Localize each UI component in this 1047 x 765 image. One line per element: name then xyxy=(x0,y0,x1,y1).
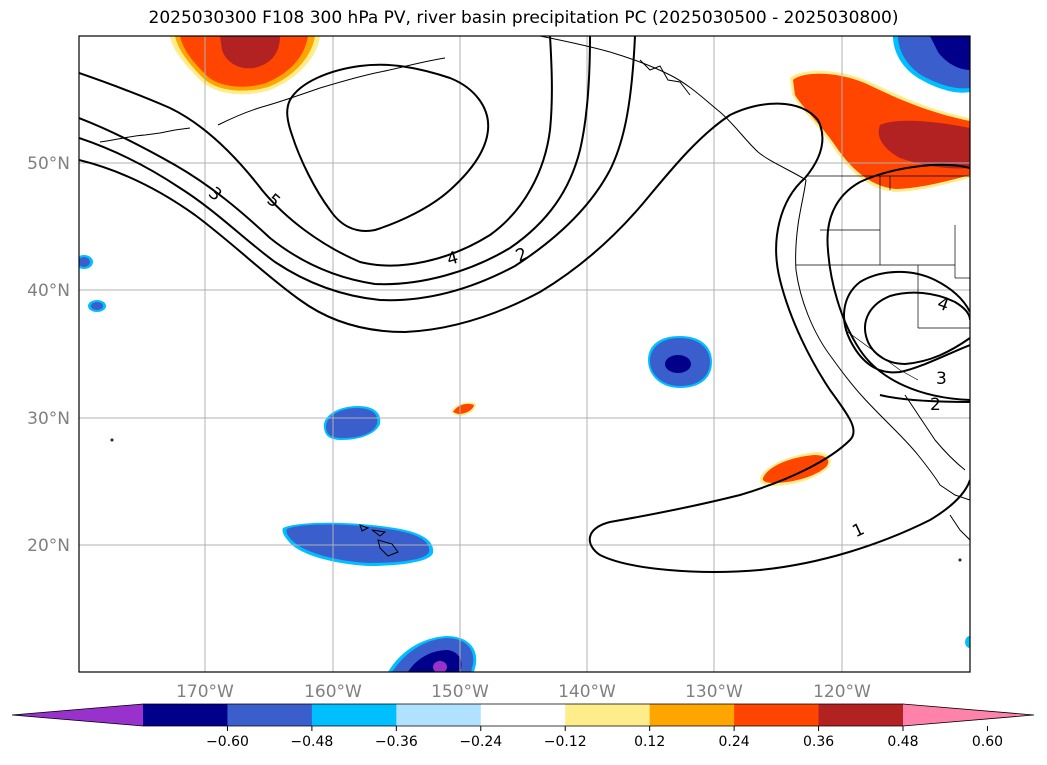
colorbar-extend-low xyxy=(12,704,143,726)
colorbar-outline xyxy=(11,703,1035,727)
colorbar-tick-label: 0.48 xyxy=(887,734,918,750)
shade-region-baja-orange xyxy=(759,452,831,486)
colorbar-tick-label: −0.60 xyxy=(206,734,249,750)
colorbar-segment xyxy=(396,704,482,726)
shade-region-pacific-northwest xyxy=(790,70,970,192)
shade-region-south-blue xyxy=(388,636,477,672)
colorbar-segment xyxy=(734,704,820,726)
colorbar-tick-label: −0.24 xyxy=(459,734,502,750)
colorbar-tick-label: −0.48 xyxy=(290,734,333,750)
contour-labels: 5 3 4 2 4 3 2 1 xyxy=(204,183,951,542)
borders xyxy=(796,175,970,381)
pv-contours xyxy=(79,36,970,573)
lon-label-120w: 120°W xyxy=(813,682,871,702)
colorbar-segment xyxy=(311,704,397,726)
contour-label-2-east: 2 xyxy=(930,395,941,415)
colorbar-segment xyxy=(143,704,228,726)
shade-region-west-edge-2 xyxy=(88,300,106,312)
longitude-labels: 170°W 160°W 150°W 140°W 130°W 120°W xyxy=(176,682,871,702)
shade-region-northeast-blue xyxy=(893,36,970,93)
shade-region-east-edge xyxy=(965,636,970,648)
shade-region-small-orange xyxy=(451,402,476,416)
colorbar-tick-label: 0.36 xyxy=(803,734,834,750)
lat-label-40: 40°N xyxy=(27,281,70,301)
latitude-labels: 50°N 40°N 30°N 20°N xyxy=(27,154,70,556)
lat-label-20: 20°N xyxy=(27,536,70,556)
lat-label-50: 50°N xyxy=(27,154,70,174)
colorbar-segment xyxy=(649,704,735,726)
shade-region-central-pacific-blue xyxy=(323,406,381,440)
shade-region-north-pacific-west xyxy=(170,36,320,95)
shading-layer xyxy=(79,36,970,672)
colorbar: −0.60 −0.48 −0.36 −0.24 −0.12 0.12 0.24 0.36 0.4… xyxy=(11,703,1035,750)
contour-label-4-center: 4 xyxy=(445,248,461,270)
colorbar-segment xyxy=(227,704,313,726)
colorbar-tick-label: 0.60 xyxy=(972,734,1003,750)
lat-label-30: 30°N xyxy=(27,409,70,429)
map-frame xyxy=(78,35,971,673)
lon-label-170w: 170°W xyxy=(176,682,234,702)
lon-label-140w: 140°W xyxy=(558,682,616,702)
colorbar-tick-label: 0.12 xyxy=(634,734,665,750)
colorbar-tick-label: −0.36 xyxy=(375,734,418,750)
shade-region-west-edge-1 xyxy=(79,255,93,269)
colorbar-segment xyxy=(818,704,904,726)
plot-title: 2025030300 F108 300 hPa PV, river basin … xyxy=(148,8,899,28)
colorbar-segment xyxy=(565,704,651,726)
lon-label-150w: 150°W xyxy=(431,682,489,702)
colorbar-segment xyxy=(480,704,566,726)
colorbar-tick-label: −0.12 xyxy=(544,734,587,750)
gridlines xyxy=(79,36,970,672)
lon-label-130w: 130°W xyxy=(685,682,743,702)
colorbar-extend-high xyxy=(903,704,1034,726)
colorbar-tick-label: 0.24 xyxy=(719,734,750,750)
lon-label-160w: 160°W xyxy=(304,682,362,702)
shade-region-subtropical-blue xyxy=(648,336,712,388)
contour-label-3-east: 3 xyxy=(936,369,947,389)
